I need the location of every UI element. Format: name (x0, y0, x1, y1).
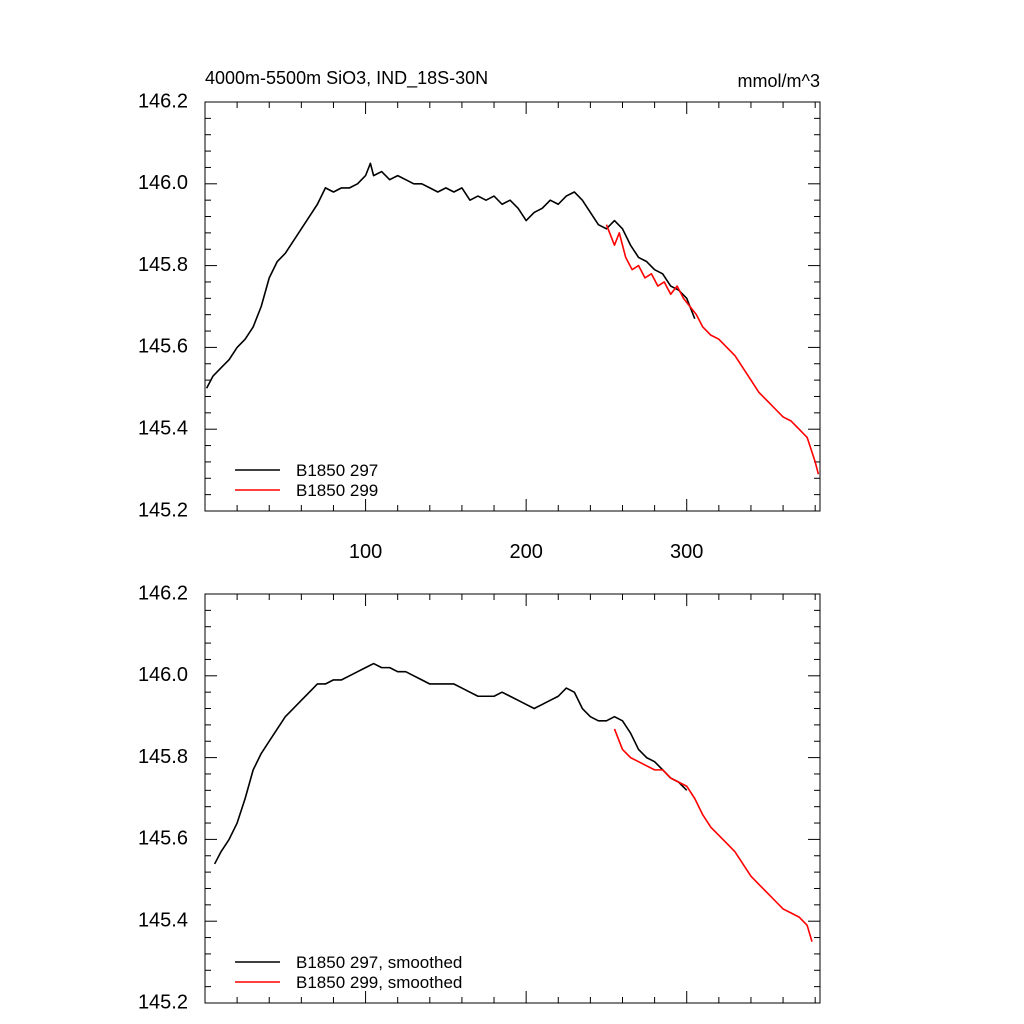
bottom-panel-series (213, 662, 813, 942)
y-tick-label: 145.6 (138, 828, 188, 850)
legend-label-299-smoothed: B1850 299, smoothed (296, 973, 462, 992)
y-tick-label: 145.8 (138, 254, 188, 276)
bottom-panel: 145.2 145.4 145.6 145.8 146.0 146.2 B185… (138, 582, 821, 1013)
top-panel-series (205, 162, 820, 475)
legend-label-297: B1850 297 (296, 461, 378, 480)
y-tick-label: 146.0 (138, 172, 188, 194)
y-tick-label: 145.6 (138, 336, 188, 358)
y-tick-label: 146.2 (138, 90, 188, 112)
bottom-panel-y-tick-labels: 145.2 145.4 145.6 145.8 146.0 146.2 (138, 582, 188, 1013)
series-line-b1850-297 (205, 162, 696, 389)
top-panel-units: mmol/m^3 (738, 71, 820, 91)
x-tick-label: 200 (509, 541, 542, 563)
x-tick-label: 300 (670, 541, 703, 563)
top-panel-legend: B1850 297 B1850 299 (235, 461, 378, 500)
legend-label-297-smoothed: B1850 297, smoothed (296, 953, 462, 972)
top-panel: 4000m-5500m SiO3, IND_18S-30N mmol/m^3 1… (138, 68, 821, 563)
series-line-b1850-297 (213, 662, 688, 865)
y-tick-label: 145.2 (138, 991, 188, 1013)
top-panel-x-tick-labels: 100 200 300 (349, 541, 704, 563)
bottom-panel-frame (204, 593, 821, 1004)
series-line-b1850-299 (613, 728, 813, 942)
y-tick-label: 145.4 (138, 417, 188, 439)
y-tick-label: 146.2 (138, 582, 188, 604)
top-panel-ticks (205, 101, 820, 512)
top-panel-y-tick-labels: 145.2 145.4 145.6 145.8 146.0 146.2 (138, 90, 188, 521)
legend-label-299: B1850 299 (296, 481, 378, 500)
top-panel-frame (204, 101, 821, 512)
series-line-b1850-299 (605, 224, 820, 475)
y-tick-label: 145.2 (138, 499, 188, 521)
top-panel-title: 4000m-5500m SiO3, IND_18S-30N (205, 68, 488, 89)
y-tick-label: 146.0 (138, 664, 188, 686)
y-tick-label: 145.8 (138, 746, 188, 768)
y-tick-label: 145.4 (138, 909, 188, 931)
bottom-panel-legend: B1850 297, smoothed B1850 299, smoothed (235, 953, 462, 992)
x-tick-label: 100 (349, 541, 382, 563)
bottom-panel-ticks (205, 593, 820, 1004)
